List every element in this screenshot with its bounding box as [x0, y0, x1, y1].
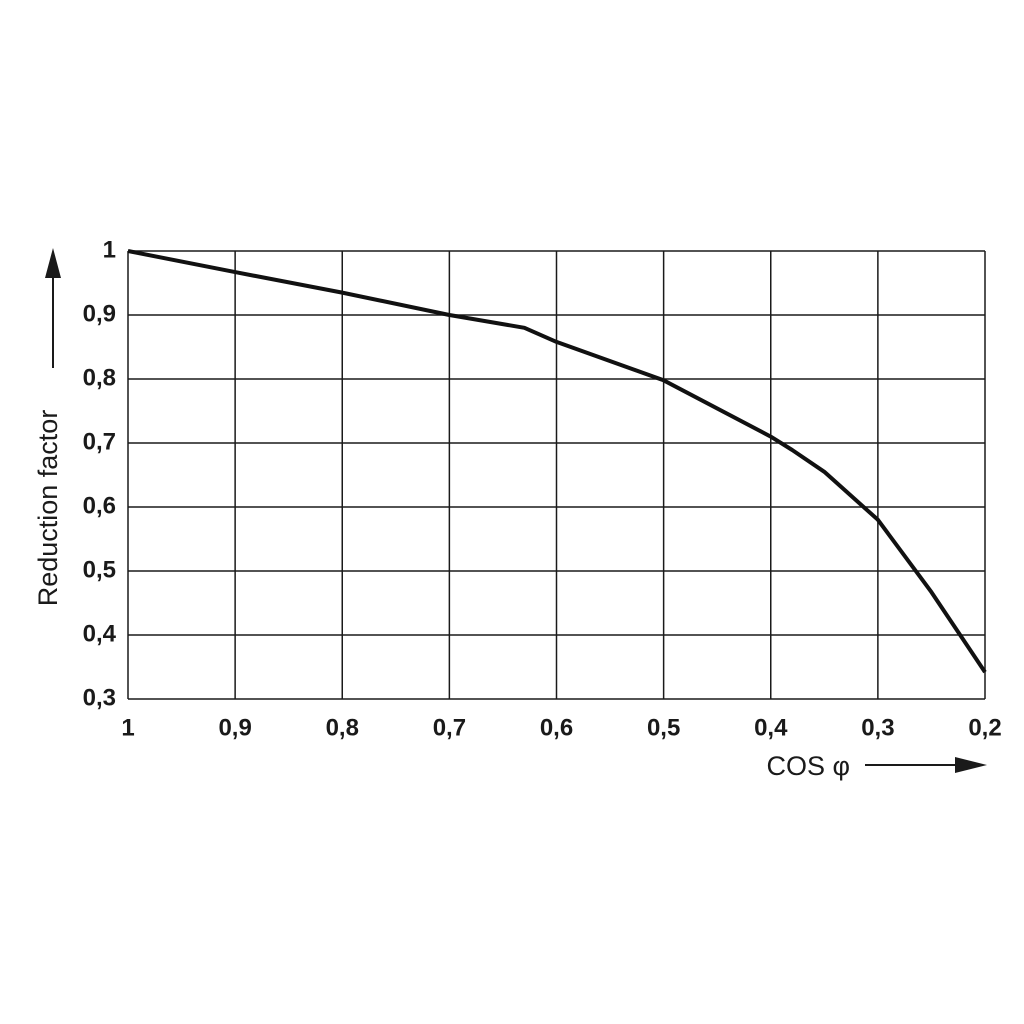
x-tick-label: 0,8: [326, 714, 359, 741]
x-tick-label: 1: [121, 714, 134, 741]
x-tick-label: 0,4: [754, 714, 788, 741]
x-axis-arrow: [865, 757, 987, 773]
y-tick-label: 0,3: [83, 684, 116, 711]
x-tick-label: 0,6: [540, 714, 573, 741]
line: [127, 249, 987, 674]
y-tick-label: 0,9: [83, 300, 116, 327]
x-tick-label: 0,9: [218, 714, 251, 741]
y-tick-label: 0,4: [83, 620, 117, 647]
y-tick-label: 1: [103, 236, 116, 263]
y-axis-title: Reduction factor: [33, 410, 63, 607]
y-tick-label: 0,7: [83, 428, 116, 455]
x-tick-label: 0,3: [861, 714, 894, 741]
y-axis-arrow: [45, 248, 61, 368]
x-tick-label: 0,2: [968, 714, 1001, 741]
x-tick-label: 0,5: [647, 714, 680, 741]
y-tick-label: 0,8: [83, 364, 116, 391]
x-axis-title: COS φ: [766, 751, 850, 781]
y-tick-label: 0,5: [83, 556, 116, 583]
y-tick-label: 0,6: [83, 492, 116, 519]
x-tick-label: 0,7: [433, 714, 466, 741]
